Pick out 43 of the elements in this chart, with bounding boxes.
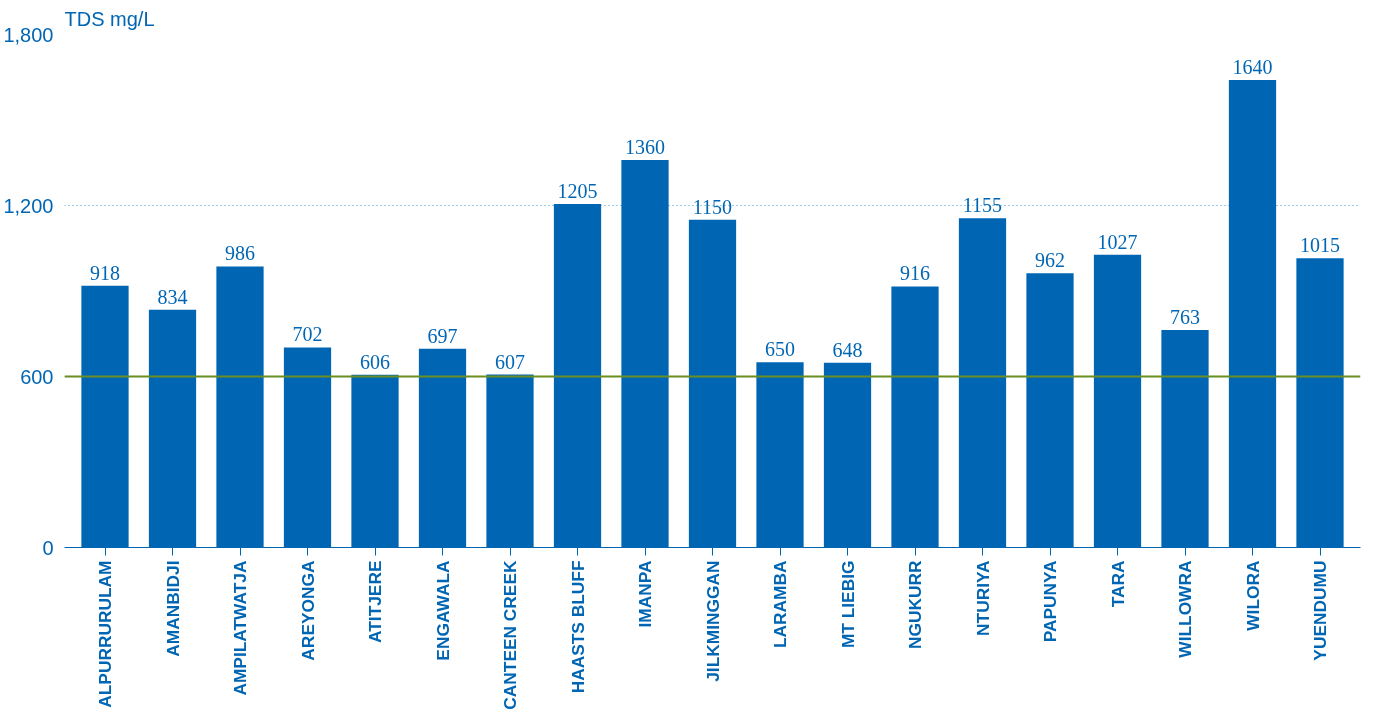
x-tick-label: NTURIYA — [972, 560, 993, 636]
data-label: 916 — [900, 262, 930, 285]
x-tick-label: ALPURRURULAM — [95, 560, 115, 708]
x-tick-label: WILLOWRA — [1175, 560, 1195, 658]
x-tick-label: WILORA — [1242, 560, 1263, 631]
data-label: 697 — [427, 324, 458, 347]
y-tick-label: 600 — [20, 365, 54, 388]
x-tick-label: MT LIEBIG — [837, 560, 858, 649]
x-tick-label: IMANPA — [635, 560, 655, 628]
x-tick-label: PAPUNYA — [1040, 560, 1060, 643]
x-tick-label: HAASTS BLUFF — [567, 560, 588, 694]
y-axis-title: TDS mg/L — [64, 7, 155, 30]
data-label: 1155 — [962, 194, 1003, 217]
x-tick-label: AREYONGA — [297, 560, 318, 661]
data-label: 1640 — [1232, 56, 1273, 79]
x-tick-label: ENGAWALA — [432, 560, 453, 661]
data-label: 1015 — [1300, 234, 1340, 257]
data-label: 648 — [832, 338, 863, 361]
data-label: 918 — [90, 261, 120, 284]
data-label: 834 — [157, 285, 188, 308]
x-tick-label: CANTEEN CREEK — [500, 560, 520, 710]
data-label: 1027 — [1097, 230, 1138, 253]
data-label: 986 — [225, 242, 255, 265]
x-tick-label: ATITJERE — [365, 560, 385, 643]
x-tick-label: AMANBIDJI — [162, 560, 183, 657]
x-tick-label: LARAMBA — [770, 560, 790, 649]
x-tick-label: AMPILATWATJA — [230, 560, 250, 696]
y-tick-label: 1,200 — [3, 194, 54, 217]
data-label: 962 — [1035, 249, 1065, 272]
data-label: 606 — [360, 350, 390, 373]
x-tick-label: NGUKURR — [905, 560, 925, 650]
data-label: 1360 — [625, 135, 665, 158]
y-tick-label: 0 — [42, 536, 54, 559]
data-label: 1205 — [557, 180, 598, 203]
x-tick-label: YUENDUMU — [1310, 560, 1330, 661]
data-label: 763 — [1170, 306, 1200, 329]
data-label: 650 — [765, 338, 795, 361]
x-tick-label: JILKMINGGAN — [702, 560, 723, 682]
data-label: 607 — [495, 350, 525, 373]
x-tick-label: TARA — [1107, 560, 1128, 608]
data-label: 1150 — [692, 195, 733, 218]
data-label: 702 — [292, 323, 323, 346]
y-tick-label: 1,800 — [3, 23, 54, 46]
